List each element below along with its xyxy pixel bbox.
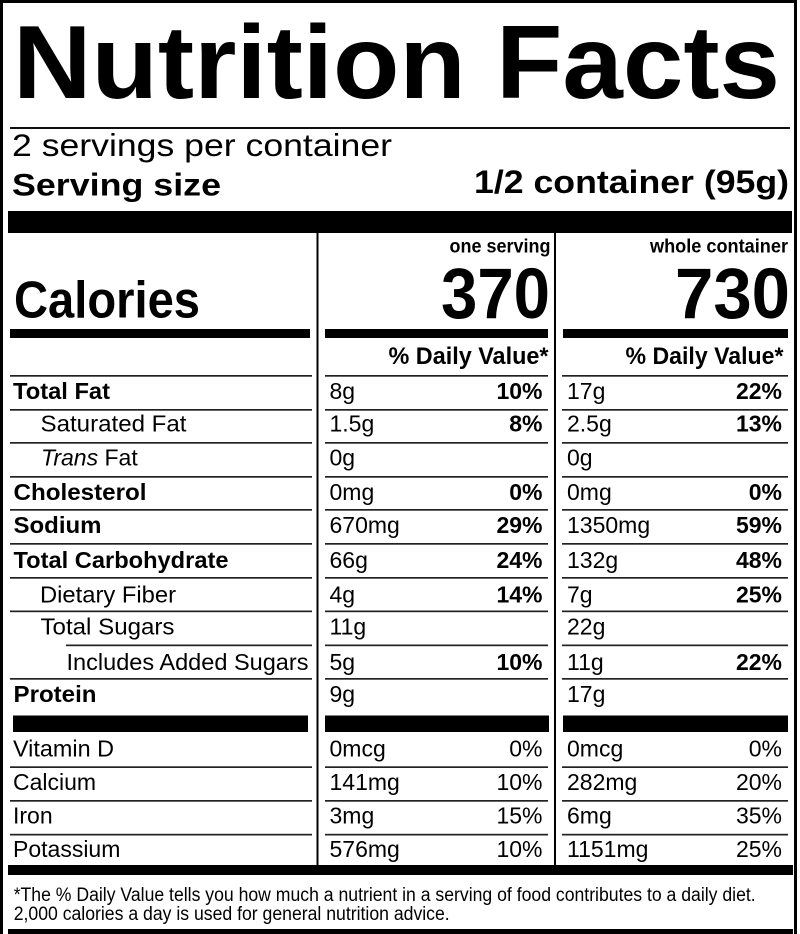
- svg-text:15%: 15%: [496, 802, 542, 828]
- svg-text:% Daily Value*: % Daily Value*: [389, 343, 550, 370]
- svg-text:59%: 59%: [736, 512, 782, 538]
- svg-text:5g: 5g: [330, 649, 356, 675]
- svg-text:Serving size: Serving size: [12, 167, 221, 203]
- svg-text:29%: 29%: [496, 512, 542, 538]
- svg-text:11g: 11g: [330, 614, 367, 640]
- svg-text:Dietary Fiber: Dietary Fiber: [40, 582, 176, 608]
- svg-text:*The % Daily Value tells you h: *The % Daily Value tells you how much a …: [14, 885, 756, 906]
- svg-text:3mg: 3mg: [330, 802, 375, 828]
- svg-text:17g: 17g: [567, 681, 605, 707]
- svg-text:1.5g: 1.5g: [330, 411, 375, 437]
- svg-text:11g: 11g: [567, 649, 604, 675]
- svg-text:0%: 0%: [749, 735, 782, 761]
- svg-text:Trans Fat: Trans Fat: [41, 445, 138, 471]
- svg-text:7g: 7g: [567, 582, 593, 608]
- svg-text:132g: 132g: [567, 547, 618, 573]
- svg-text:2.5g: 2.5g: [567, 411, 612, 437]
- svg-text:Sodium: Sodium: [14, 512, 102, 538]
- svg-text:730: 730: [675, 254, 790, 334]
- svg-text:Nutrition Facts: Nutrition Facts: [13, 5, 780, 121]
- svg-text:141mg: 141mg: [330, 769, 400, 795]
- svg-text:9g: 9g: [330, 681, 356, 707]
- svg-text:22%: 22%: [736, 649, 782, 675]
- svg-text:8g: 8g: [330, 378, 356, 404]
- svg-text:10%: 10%: [496, 836, 542, 862]
- svg-text:Includes Added Sugars: Includes Added Sugars: [67, 649, 309, 675]
- svg-text:22%: 22%: [736, 378, 782, 404]
- svg-text:35%: 35%: [736, 802, 782, 828]
- svg-text:14%: 14%: [496, 582, 542, 608]
- svg-text:10%: 10%: [496, 649, 542, 675]
- svg-text:1/2 container (95g): 1/2 container (95g): [474, 164, 789, 200]
- svg-text:6mg: 6mg: [567, 802, 612, 828]
- svg-text:10%: 10%: [496, 378, 542, 404]
- svg-text:48%: 48%: [736, 547, 782, 573]
- svg-text:Vitamin D: Vitamin D: [13, 735, 114, 761]
- svg-text:2,000 calories a day is used f: 2,000 calories a day is used for general…: [14, 904, 450, 925]
- svg-text:10%: 10%: [496, 769, 542, 795]
- svg-text:0%: 0%: [509, 735, 542, 761]
- svg-text:% Daily Value*: % Daily Value*: [626, 343, 785, 370]
- svg-text:0mg: 0mg: [567, 479, 612, 505]
- svg-text:0mg: 0mg: [330, 479, 375, 505]
- svg-text:one serving: one serving: [450, 237, 551, 258]
- svg-text:whole container: whole container: [649, 237, 789, 258]
- svg-text:13%: 13%: [736, 411, 782, 437]
- svg-text:Total Fat: Total Fat: [13, 378, 110, 404]
- svg-text:0mcg: 0mcg: [567, 735, 623, 761]
- svg-text:25%: 25%: [736, 582, 782, 608]
- svg-text:4g: 4g: [330, 582, 356, 608]
- svg-text:670mg: 670mg: [330, 512, 400, 538]
- svg-text:Total Carbohydrate: Total Carbohydrate: [14, 547, 229, 573]
- svg-text:0%: 0%: [749, 479, 782, 505]
- svg-text:282mg: 282mg: [567, 769, 637, 795]
- svg-text:20%: 20%: [736, 769, 782, 795]
- svg-text:Iron: Iron: [13, 802, 53, 828]
- svg-text:Potassium: Potassium: [13, 836, 120, 862]
- svg-text:2 servings per container: 2 servings per container: [12, 127, 392, 163]
- svg-text:Calories: Calories: [14, 271, 200, 329]
- svg-text:0mcg: 0mcg: [330, 735, 386, 761]
- svg-text:0%: 0%: [509, 479, 542, 505]
- svg-text:Saturated Fat: Saturated Fat: [41, 411, 188, 437]
- svg-text:17g: 17g: [567, 378, 605, 404]
- svg-text:370: 370: [441, 254, 550, 334]
- svg-text:Calcium: Calcium: [13, 769, 96, 795]
- svg-text:0g: 0g: [567, 445, 593, 471]
- svg-text:Cholesterol: Cholesterol: [14, 479, 147, 505]
- svg-text:576mg: 576mg: [330, 836, 400, 862]
- svg-text:22g: 22g: [567, 614, 605, 640]
- svg-text:Total Sugars: Total Sugars: [41, 614, 175, 640]
- svg-text:0g: 0g: [330, 445, 356, 471]
- svg-text:25%: 25%: [736, 836, 782, 862]
- svg-text:1151mg: 1151mg: [567, 836, 648, 862]
- svg-text:66g: 66g: [330, 547, 368, 573]
- svg-text:1350mg: 1350mg: [567, 512, 650, 538]
- svg-text:8%: 8%: [509, 411, 542, 437]
- svg-text:Protein: Protein: [14, 681, 97, 707]
- svg-text:24%: 24%: [496, 547, 542, 573]
